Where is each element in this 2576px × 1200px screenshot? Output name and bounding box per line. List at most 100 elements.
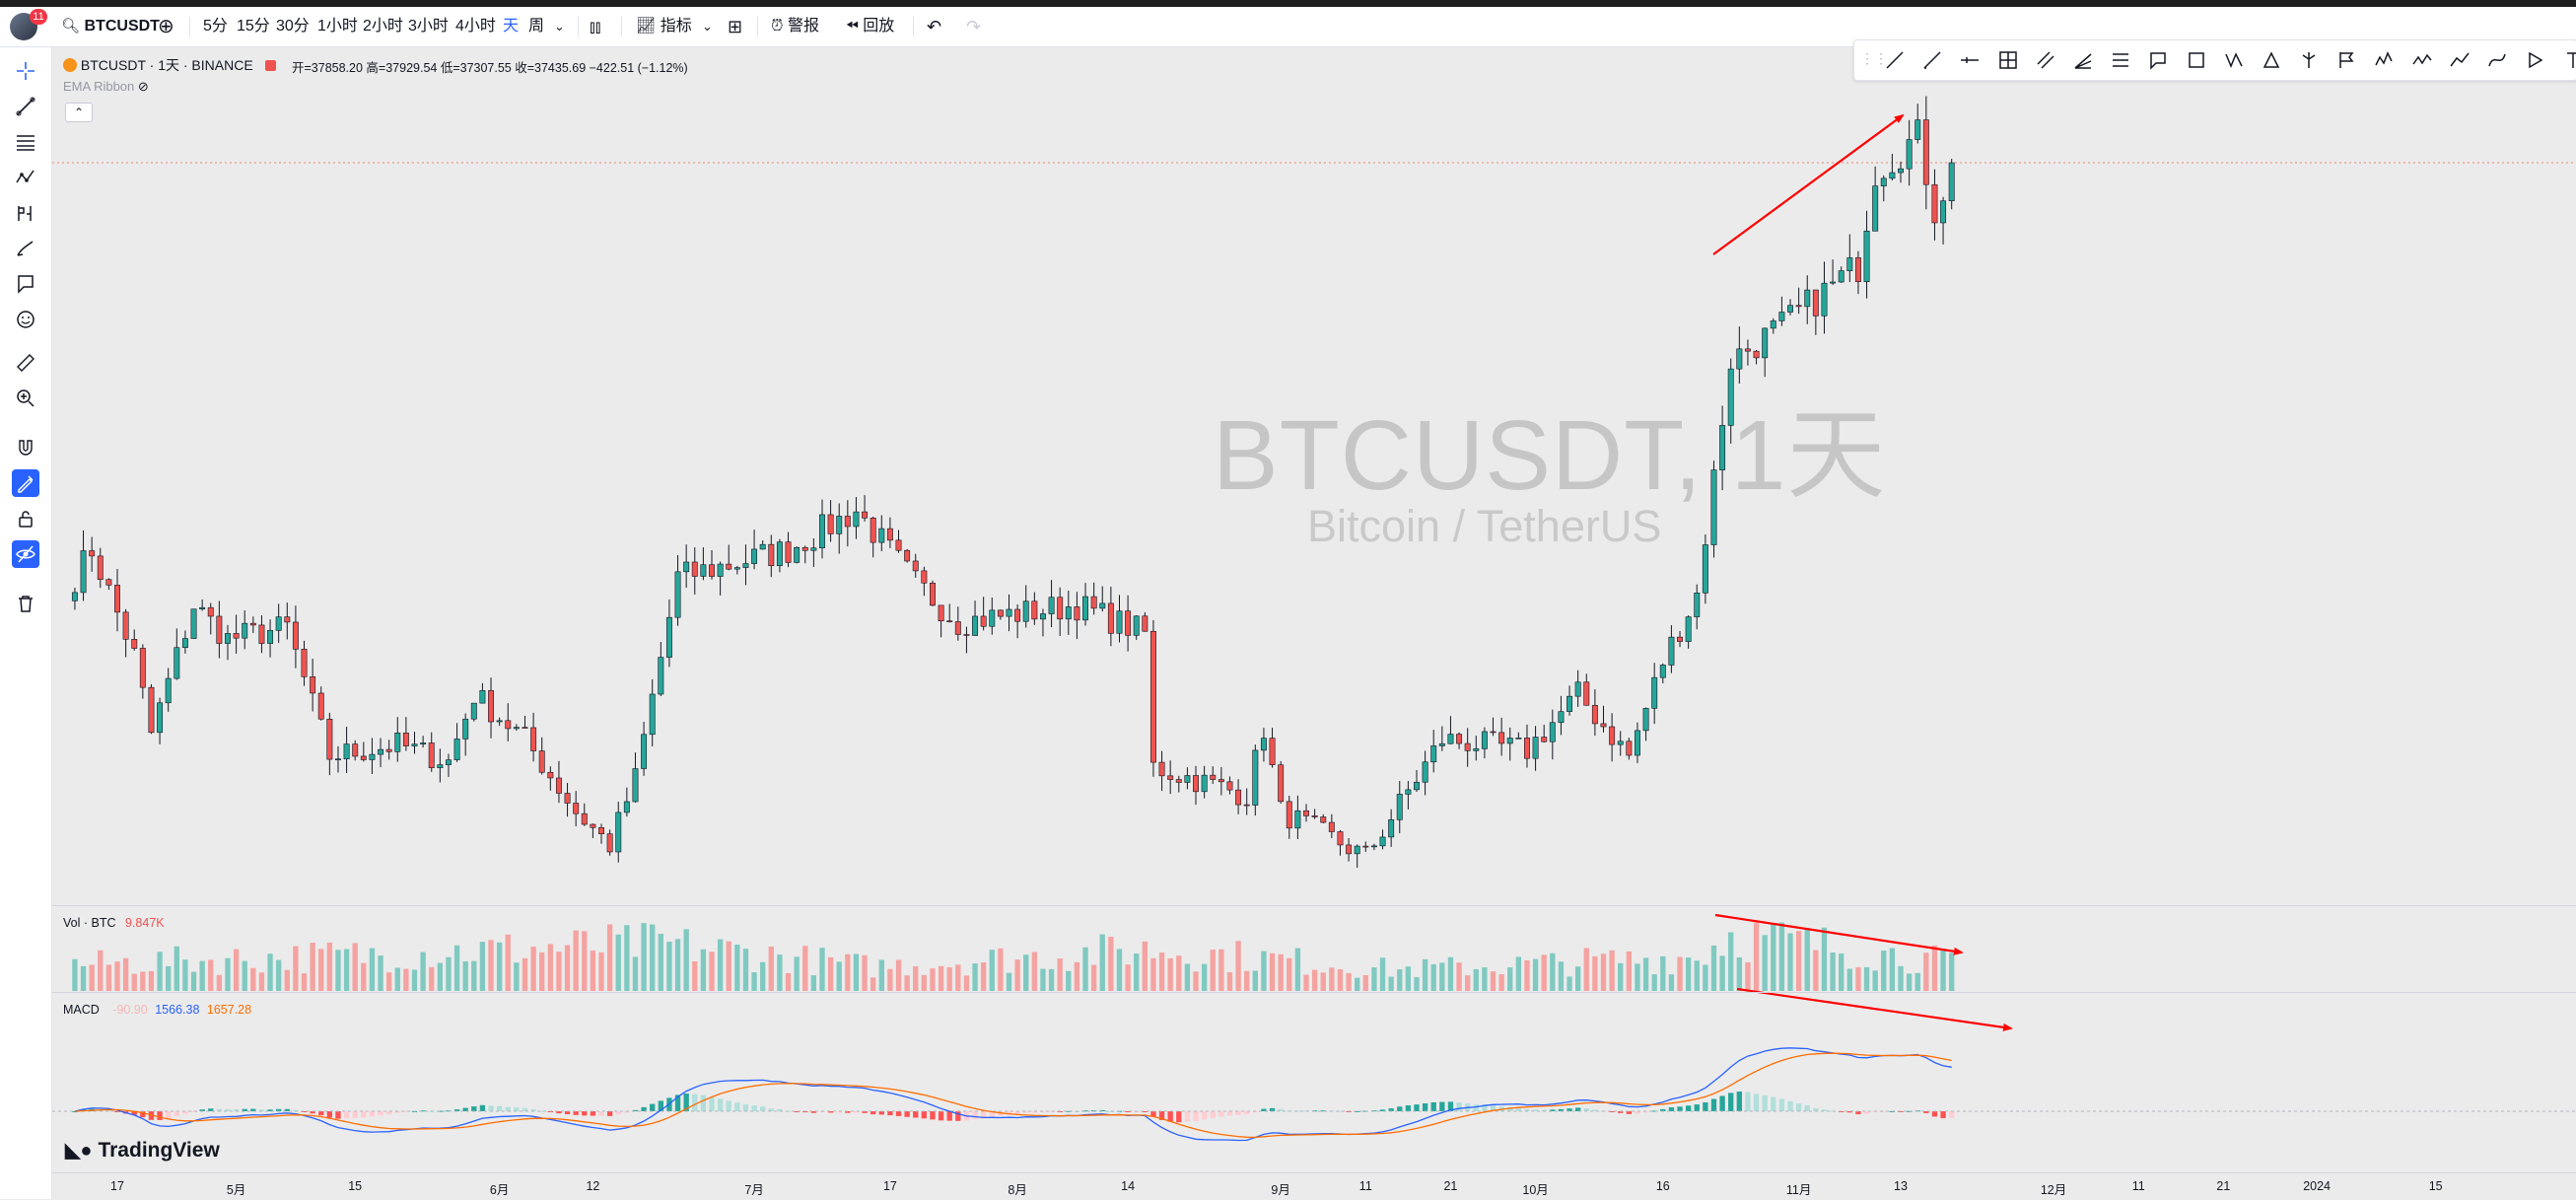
timeframe-button[interactable]: 4小时	[455, 18, 496, 35]
timeframe-button[interactable]: 2小时	[363, 18, 403, 35]
volume-bar	[378, 955, 383, 991]
trash-icon[interactable]	[12, 590, 39, 617]
indicators-button[interactable]: 📈︎ 指标	[636, 7, 692, 46]
candle-body	[1269, 738, 1276, 765]
candle-body	[1107, 602, 1114, 634]
macd-histogram-bar	[1626, 1111, 1633, 1114]
hide-drawings-icon[interactable]	[12, 540, 39, 568]
candle	[1405, 781, 1412, 810]
volume-bar	[692, 960, 698, 991]
candle-body	[538, 750, 545, 773]
fib-retracement-icon[interactable]	[12, 128, 39, 156]
macd-histogram-bar	[1405, 1105, 1412, 1111]
macd-histogram-bar	[284, 1108, 290, 1111]
drag-handle-icon[interactable]: ⋮⋮	[1860, 50, 1888, 66]
volume-bar	[1235, 941, 1241, 991]
legend-collapse-button[interactable]: ⌃	[65, 103, 93, 122]
fib-fan-icon[interactable]	[2072, 49, 2094, 71]
pitchfork-icon[interactable]	[2298, 49, 2320, 71]
macd-histogram-bar	[1414, 1104, 1420, 1111]
timeframe-button[interactable]: 15分	[237, 18, 270, 35]
volume-bar	[955, 964, 961, 991]
timeframe-button[interactable]: 1小时	[317, 18, 358, 35]
time-axis[interactable]: 17 5月 15 6月 12 7月 17 8月 14 9月 11 21 10月 16 11月 13 12月 11 2…	[52, 1172, 2576, 1200]
volume-bar	[1762, 935, 1768, 991]
elliott-wave-icon[interactable]	[2374, 49, 2396, 71]
lock-icon[interactable]	[12, 505, 39, 532]
candle-body	[785, 541, 792, 563]
pattern-icon[interactable]	[12, 164, 39, 191]
tradingview-logo[interactable]: ◣● TradingView	[65, 1138, 220, 1163]
play-icon[interactable]	[2524, 49, 2545, 71]
timeframe-button[interactable]: 3小时	[408, 18, 449, 35]
undo-icon[interactable]: ↶	[927, 17, 942, 36]
divider	[757, 17, 758, 36]
macd-histogram-bar	[930, 1111, 936, 1120]
macd-histogram-bar	[276, 1108, 282, 1111]
candle-body	[776, 541, 783, 567]
magnet-icon[interactable]	[12, 434, 39, 461]
parallel-channel-icon[interactable]	[2035, 49, 2056, 71]
volume-bar	[166, 965, 172, 991]
timeframe-button[interactable]: 天	[503, 18, 520, 35]
macd-histogram-bar	[989, 1111, 995, 1117]
annotation-arrow-price[interactable]	[1712, 113, 1905, 255]
pane-separator[interactable]	[52, 992, 2576, 993]
candle-body	[1558, 711, 1565, 724]
macd-histogram-bar	[742, 1104, 749, 1111]
timeframe-button[interactable]: 30分	[276, 18, 310, 35]
candle-body	[1074, 606, 1080, 621]
triangle-icon[interactable]	[2261, 49, 2282, 71]
path-icon[interactable]	[2449, 49, 2471, 71]
annotation-arrow-volume[interactable]	[1714, 913, 1964, 955]
trend-line-icon[interactable]	[12, 93, 39, 120]
fib-levels-icon[interactable]	[2110, 49, 2131, 71]
trend-line-icon[interactable]	[1884, 49, 1906, 71]
candle-body	[1532, 737, 1539, 759]
curve-icon[interactable]	[2486, 49, 2508, 71]
chevron-down-icon[interactable]: ⌄	[702, 19, 713, 34]
macd-histogram-bar	[1439, 1101, 1445, 1111]
divider	[189, 17, 190, 36]
layout-grid-icon[interactable]: ⊞	[728, 17, 743, 36]
candle-type-icon[interactable]: ⫾⫾	[590, 17, 601, 36]
zigzag-icon[interactable]	[2411, 49, 2433, 71]
ema-ribbon-legend[interactable]: EMA Ribbon ⊘	[63, 79, 149, 95]
zoom-in-icon[interactable]	[12, 385, 39, 412]
text-note-icon[interactable]	[12, 270, 39, 298]
symbol-search[interactable]: 🔍︎ BTCUSDT	[61, 7, 160, 46]
stay-in-drawing-mode-icon[interactable]	[12, 469, 39, 497]
redo-icon[interactable]: ↷	[966, 17, 982, 36]
horizontal-ray-icon[interactable]	[1959, 49, 1981, 71]
alert-button[interactable]: ⏰︎ 警报	[771, 7, 819, 46]
brush-icon[interactable]	[12, 235, 39, 262]
candle	[402, 717, 409, 751]
replay-button[interactable]: ⏪︎ 回放	[846, 7, 894, 46]
text-icon[interactable]	[2562, 49, 2576, 71]
xabcd-pattern-icon[interactable]	[2223, 49, 2245, 71]
macd-histogram-bar	[573, 1111, 579, 1115]
macd-histogram-bar	[182, 1111, 188, 1114]
pane-separator[interactable]	[52, 905, 2576, 906]
emoji-icon[interactable]	[12, 306, 39, 333]
ruler-icon[interactable]	[12, 349, 39, 377]
grid-icon[interactable]	[1997, 49, 2019, 71]
time-axis-label: 12	[586, 1179, 600, 1193]
volume-bar	[1099, 934, 1105, 991]
timeframe-button[interactable]: 周	[528, 18, 545, 35]
callout-icon[interactable]	[2147, 49, 2169, 71]
volume-bar	[1379, 957, 1386, 991]
chevron-down-icon[interactable]: ⌄	[554, 19, 565, 34]
annotation-arrow-macd[interactable]	[1736, 987, 2013, 1031]
prediction-icon[interactable]	[12, 199, 39, 227]
ray-icon[interactable]	[1921, 49, 1943, 71]
compare-add-icon[interactable]: ⊕	[158, 16, 174, 37]
volume-bar	[1804, 928, 1810, 991]
eye-hidden-icon[interactable]: ⊘	[137, 79, 149, 94]
crosshair-icon[interactable]	[12, 57, 39, 85]
flag-icon[interactable]	[2335, 49, 2357, 71]
volume-bar	[666, 942, 672, 991]
timeframe-button[interactable]: 5分	[203, 18, 228, 35]
rectangle-icon[interactable]	[2186, 49, 2207, 71]
